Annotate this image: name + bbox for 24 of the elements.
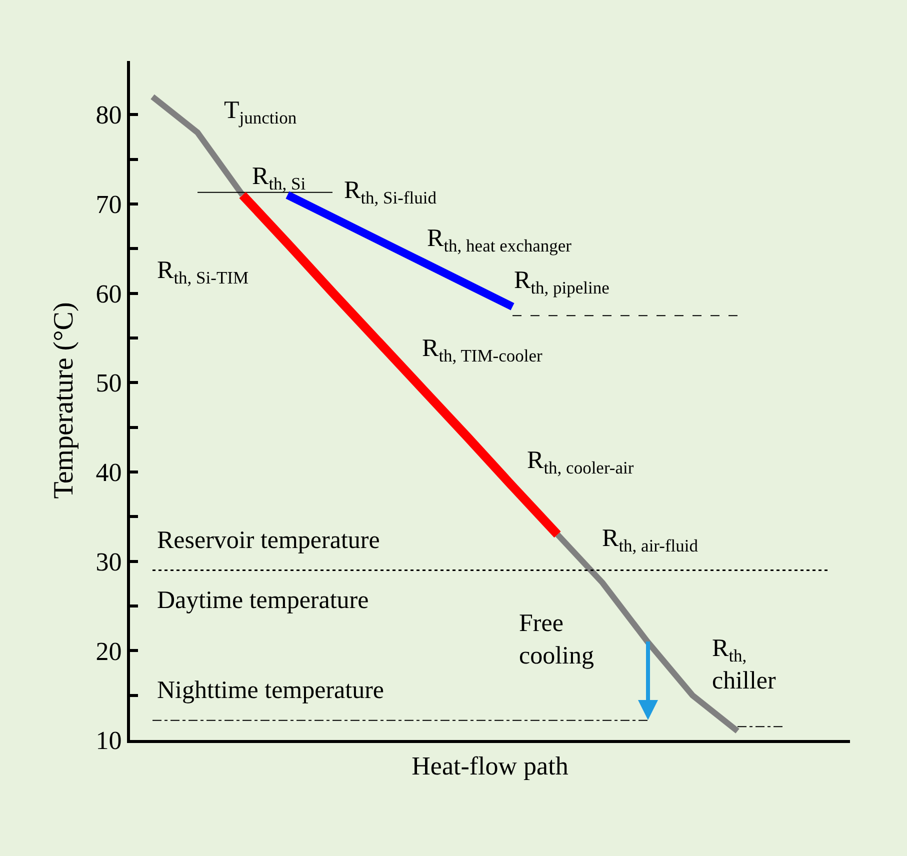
y-tick-label: 80	[96, 100, 122, 130]
annotation: Free cooling	[519, 610, 594, 670]
x-axis-title: Heat-flow path	[412, 752, 568, 781]
y-tick-label: 10	[96, 726, 122, 756]
annotation: R$_{th, air-fluid}$	[602, 525, 698, 556]
y-axis-title: Temperature (°C)	[48, 302, 80, 499]
annotation: R$_{th, Si-fluid}$	[344, 177, 437, 208]
annotation: R$_{th, cooler-air}$	[527, 447, 634, 478]
annotation: R$_{th, Si-TIM}$	[157, 257, 249, 288]
annotation: T$_{junction}$	[224, 97, 297, 128]
annotation: R$_{th, heat exchanger}$	[427, 225, 572, 256]
y-tick-label: 20	[96, 636, 122, 666]
y-tick-label: 70	[96, 190, 122, 220]
annotation: R$_{th, TIM-cooler}$	[422, 335, 543, 366]
annotation: R$_{th, Si}$	[252, 163, 306, 194]
annotation: R$_{th, pipeline}$	[514, 267, 610, 298]
annotation: R$_{th,}$ chiller	[712, 635, 777, 694]
y-tick-label: 40	[96, 458, 122, 488]
y-tick-label: 60	[96, 279, 122, 308]
annotation: Daytime temperature	[157, 587, 369, 614]
y-tick-label: 30	[96, 547, 122, 576]
y-tick-label: 50	[96, 368, 122, 398]
annotation: Nighttime temperature	[157, 677, 384, 704]
annotation: Reservoir temperature	[157, 527, 380, 554]
